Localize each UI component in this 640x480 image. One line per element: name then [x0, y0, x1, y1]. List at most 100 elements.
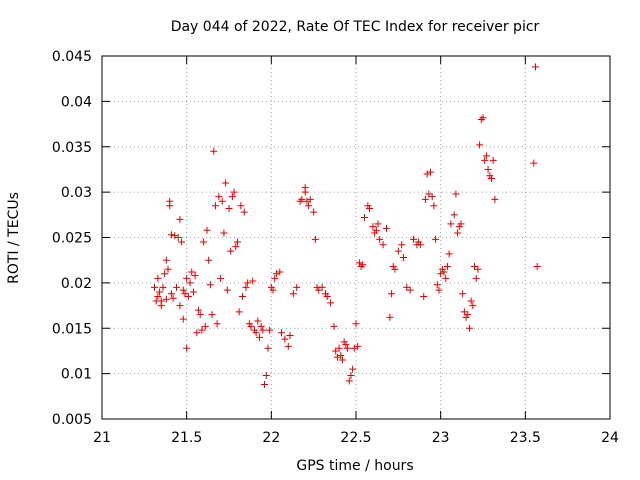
data-point	[472, 274, 480, 282]
data-point	[162, 295, 170, 303]
data-point	[386, 313, 394, 321]
data-point	[289, 290, 297, 298]
data-point	[357, 263, 365, 271]
data-point	[179, 286, 187, 294]
data-point	[323, 292, 331, 300]
data-point	[330, 322, 338, 330]
data-point	[298, 195, 306, 203]
data-point	[179, 315, 187, 323]
axis-ticks	[101, 55, 611, 420]
data-point	[154, 274, 162, 282]
data-point	[271, 274, 279, 282]
x-tick-label: 22	[262, 430, 280, 446]
data-point	[242, 283, 250, 291]
y-tick-label: 0.015	[52, 321, 92, 337]
data-point	[157, 302, 165, 310]
data-point	[293, 283, 301, 291]
data-point	[203, 226, 211, 234]
data-point	[286, 332, 294, 340]
data-point	[210, 147, 218, 155]
data-point	[215, 193, 223, 201]
data-point	[464, 311, 472, 319]
data-point	[227, 247, 235, 255]
data-point	[469, 302, 477, 310]
data-point	[269, 286, 277, 294]
data-point	[301, 184, 309, 192]
data-point	[374, 220, 382, 228]
x-axis-label: GPS time / hours	[296, 458, 413, 474]
data-point	[167, 231, 175, 239]
data-point	[249, 277, 257, 285]
data-point	[206, 281, 214, 289]
data-point	[164, 265, 172, 273]
data-point	[457, 220, 465, 228]
data-point	[489, 156, 497, 164]
x-tick-label: 24	[601, 430, 619, 446]
data-point	[171, 232, 179, 240]
data-point	[442, 274, 450, 282]
data-point	[191, 272, 199, 280]
data-point	[184, 292, 192, 300]
data-point	[477, 116, 485, 124]
data-point	[281, 335, 289, 343]
data-point	[440, 268, 448, 276]
data-point	[447, 220, 455, 228]
data-point	[261, 381, 269, 389]
x-tick-labels: 21 21.5 22 22.5 23 23.5 24	[93, 430, 619, 446]
data-point	[437, 270, 445, 278]
data-point	[255, 333, 263, 341]
data-point	[467, 297, 475, 305]
data-point	[228, 193, 236, 201]
data-point	[311, 235, 319, 243]
data-point	[479, 114, 487, 122]
data-point	[335, 344, 343, 352]
data-point	[244, 279, 252, 287]
data-point	[481, 156, 489, 164]
data-point	[338, 356, 346, 364]
data-point	[247, 322, 255, 330]
data-point	[222, 179, 230, 187]
data-point	[427, 168, 435, 176]
data-point	[196, 311, 204, 319]
y-tick-label: 0.025	[52, 231, 92, 247]
data-point	[252, 329, 260, 337]
data-point	[189, 288, 197, 296]
data-point	[188, 268, 196, 276]
data-point	[482, 152, 490, 160]
data-point	[225, 204, 233, 212]
data-point	[272, 270, 280, 278]
x-tick-label: 21.5	[171, 430, 202, 446]
data-point	[284, 342, 292, 350]
data-point	[239, 292, 247, 300]
data-point	[201, 322, 209, 330]
y-tick-label: 0.03	[61, 185, 92, 201]
data-point	[230, 188, 238, 196]
data-point	[296, 197, 304, 205]
data-point	[491, 195, 499, 203]
data-point	[318, 283, 326, 291]
data-point	[205, 256, 213, 264]
data-point	[262, 371, 270, 379]
data-point	[430, 202, 438, 210]
y-tick-label: 0.035	[52, 140, 92, 156]
data-point	[174, 234, 182, 241]
data-point	[305, 202, 313, 210]
y-tick-label: 0.045	[52, 49, 92, 65]
data-point	[254, 317, 262, 325]
data-point	[217, 274, 225, 282]
data-point	[355, 259, 363, 267]
y-tick-label: 0.005	[52, 412, 92, 428]
data-point	[166, 197, 174, 205]
data-point	[345, 377, 353, 385]
x-tick-label: 23.5	[510, 430, 541, 446]
data-point	[156, 288, 164, 296]
data-point	[169, 294, 177, 302]
data-point	[406, 286, 414, 294]
data-point	[435, 286, 443, 294]
data-point	[359, 261, 367, 269]
data-point	[487, 175, 495, 183]
data-point	[398, 241, 406, 249]
data-point	[233, 238, 241, 246]
data-point	[394, 247, 402, 255]
